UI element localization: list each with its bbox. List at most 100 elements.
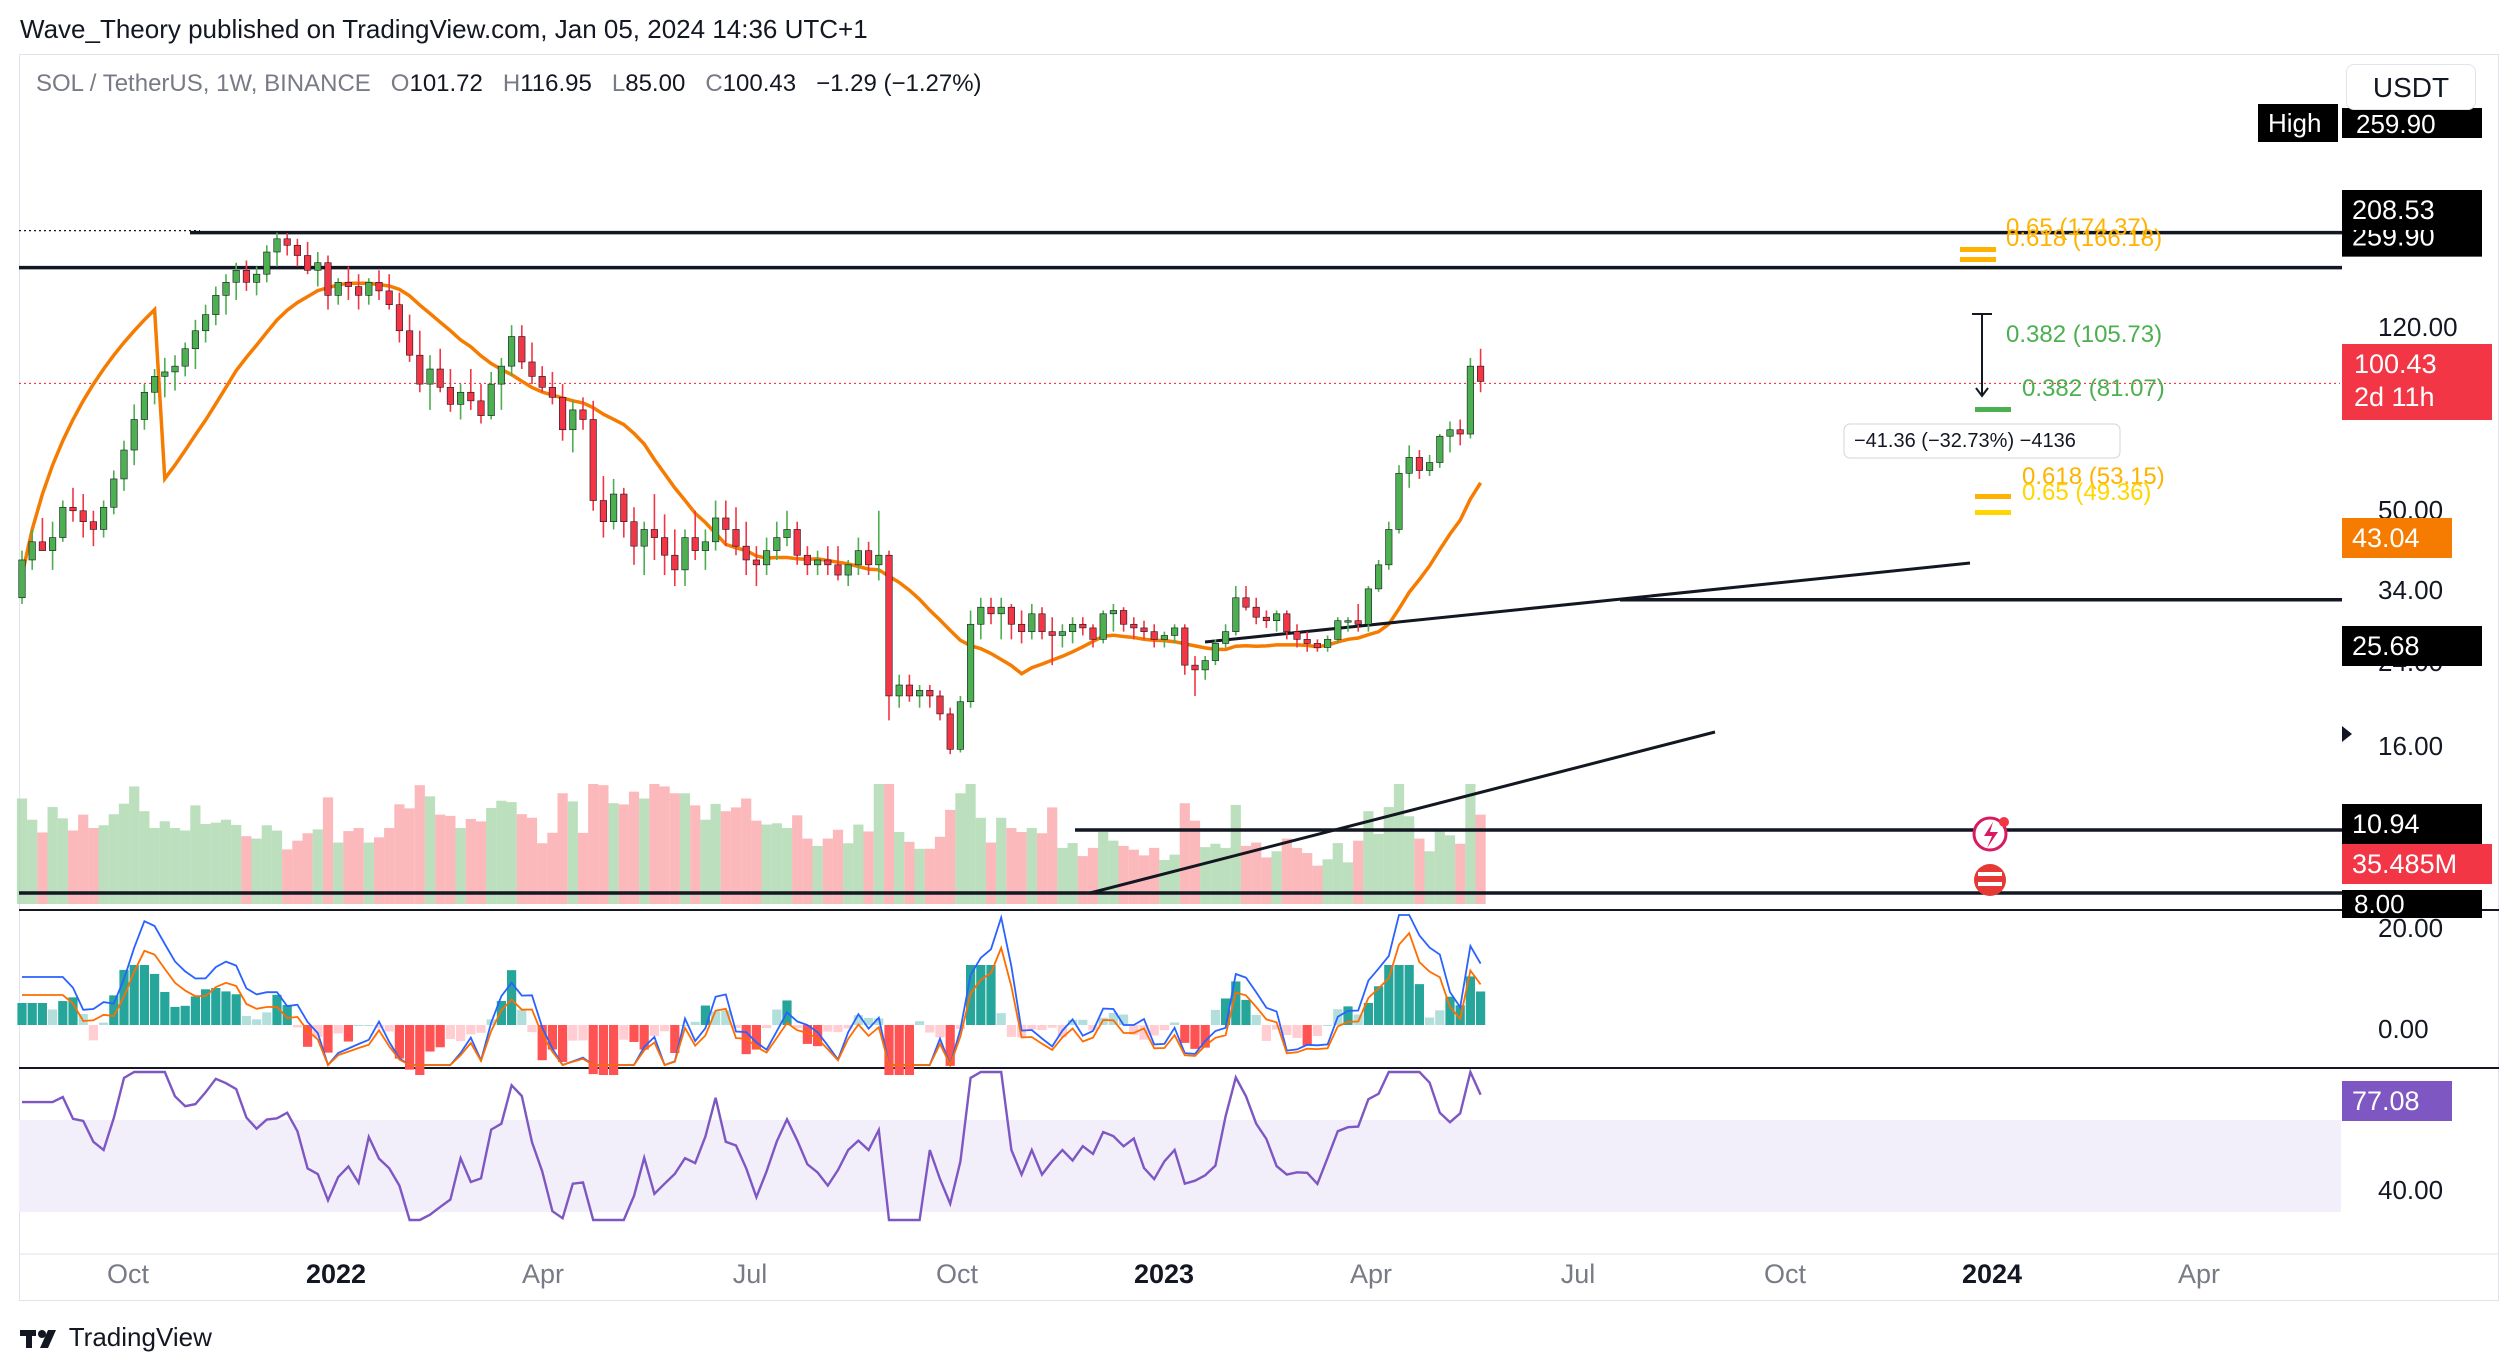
volume-bar: [169, 827, 181, 904]
macd-histogram-bar: [578, 1025, 588, 1041]
candle-body: [916, 690, 924, 697]
volume-bar: [965, 784, 976, 904]
candle-body: [253, 273, 261, 283]
candle-body: [1415, 457, 1423, 471]
volume-bar: [1342, 862, 1354, 904]
volume-bar: [1373, 833, 1384, 904]
macd-histogram-bar: [904, 1025, 914, 1075]
candle-body: [1099, 613, 1107, 640]
volume-bar: [669, 793, 680, 904]
candle-body: [1436, 435, 1444, 463]
candle-body: [1171, 627, 1179, 636]
macd-histogram-bar: [333, 1025, 343, 1034]
brand-name: TradingView: [68, 1322, 212, 1352]
candle-body: [854, 550, 862, 566]
volume-bar: [934, 836, 946, 904]
macd-histogram-bar: [751, 1025, 761, 1050]
candle-body: [1283, 613, 1291, 632]
volume-bar: [526, 817, 538, 904]
candle-body: [263, 251, 271, 275]
macd-histogram-bar: [231, 994, 241, 1025]
fib-marker: [1975, 494, 2011, 499]
candle-body: [202, 314, 210, 332]
chart-frame: [19, 54, 2499, 1301]
volume-bar: [373, 837, 385, 904]
tag-8-bg: [2342, 890, 2482, 918]
macd-histogram-bar: [1180, 1025, 1190, 1043]
macd-histogram-bar: [476, 1025, 486, 1033]
volume-bar: [894, 832, 905, 904]
candle-body: [579, 409, 587, 420]
candle-body: [416, 354, 424, 385]
lower-trendline: [1089, 730, 1716, 895]
candle-body: [1018, 623, 1026, 632]
macd-histogram-bar: [721, 1010, 731, 1025]
candle-body: [283, 238, 291, 246]
candle-body: [1293, 631, 1301, 640]
macd-histogram-bar: [792, 1025, 802, 1029]
candle-body: [365, 282, 373, 296]
candle-body: [1211, 643, 1219, 661]
candle-body: [38, 541, 46, 551]
volume-bar: [700, 819, 711, 904]
macd-histogram-bar: [1384, 965, 1394, 1025]
candle-body: [375, 282, 383, 292]
candle-body: [1089, 627, 1097, 640]
volume-bar: [190, 805, 201, 904]
macd-histogram-bar: [1221, 998, 1231, 1025]
candle-body: [314, 262, 322, 271]
macd-histogram-bar: [1261, 1025, 1271, 1041]
volume-bar: [659, 786, 670, 904]
macd-histogram-bar: [660, 1025, 670, 1032]
macd-histogram-bar: [547, 1025, 557, 1050]
volume-bar: [200, 824, 211, 904]
macd-histogram-bar: [1078, 1019, 1088, 1025]
candle-body: [1364, 588, 1372, 625]
volume-bar: [802, 838, 813, 904]
macd-histogram-bar: [619, 1025, 629, 1040]
candle-body: [977, 606, 985, 625]
candle-body: [426, 368, 434, 385]
macd-histogram-bar: [864, 1017, 874, 1025]
macd-histogram-bar: [527, 1025, 537, 1033]
x-tick-jul: Jul: [1561, 1259, 1596, 1289]
candle-body: [681, 537, 689, 571]
rsi-value-tag: 77.08: [2352, 1086, 2420, 1116]
candle-body: [742, 545, 750, 561]
macd-histogram-bar: [1292, 1025, 1302, 1038]
macd-histogram-bar: [384, 1025, 394, 1032]
volume-bar: [1424, 851, 1435, 904]
volume-bar: [516, 814, 527, 904]
volume-bar: [1159, 859, 1170, 904]
volume-bar: [741, 798, 752, 904]
candle-body: [1038, 613, 1046, 632]
macd-histogram-bar: [639, 1025, 649, 1050]
volume-bar: [577, 832, 589, 904]
volume-bar: [1475, 814, 1486, 904]
volume-bar: [781, 827, 793, 904]
candle-body: [926, 690, 934, 697]
volume-bar: [1179, 803, 1190, 904]
macd-histogram-bar: [853, 1015, 863, 1025]
candle-body: [79, 510, 87, 523]
macd-histogram-bar: [201, 989, 211, 1025]
volume-bar: [679, 793, 691, 904]
macd-histogram-bar: [466, 1025, 476, 1035]
macd-histogram-bar: [364, 1025, 374, 1026]
macd-histogram-bar: [292, 1025, 302, 1028]
volume-bar: [1251, 842, 1262, 904]
volume-bar: [1006, 827, 1017, 904]
volume-bar: [985, 842, 997, 904]
currency-button[interactable]: USDT: [2346, 64, 2476, 110]
candle-body: [1303, 639, 1311, 644]
volume-bar: [118, 803, 130, 904]
macd-histogram-bar: [68, 997, 78, 1025]
candle-body: [1334, 620, 1342, 640]
macd-histogram-bar: [1425, 1017, 1435, 1025]
macd-histogram-bar: [1159, 1025, 1169, 1031]
volume-bar: [394, 804, 405, 904]
volume-bar: [1261, 857, 1272, 904]
tag-25-68-bg: [2342, 626, 2482, 666]
volume-bar: [445, 815, 456, 904]
